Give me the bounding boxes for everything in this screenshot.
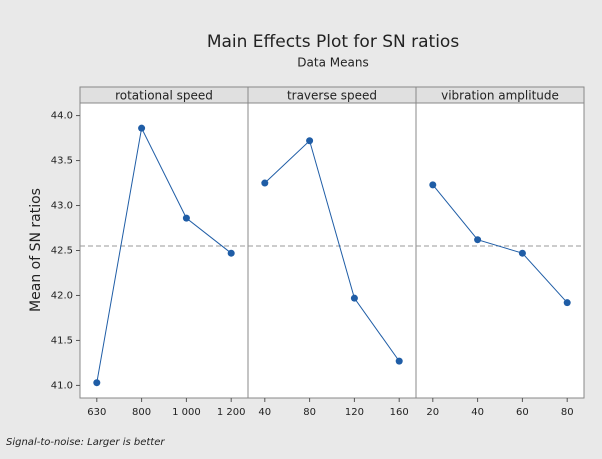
x-tick-label: 40 (258, 407, 271, 418)
x-tick-label: 630 (87, 407, 106, 418)
data-point (93, 379, 101, 387)
y-tick-label: 42.0 (51, 290, 73, 301)
x-tick-label: 80 (303, 407, 316, 418)
data-point (350, 294, 358, 302)
x-tick-label: 1 000 (172, 407, 201, 418)
plot-area (79, 102, 585, 399)
x-tick-label: 120 (345, 407, 364, 418)
y-tick-label: 43.0 (51, 201, 73, 212)
y-tick-label: 42.5 (51, 246, 73, 257)
x-tick-label: 80 (561, 407, 574, 418)
x-tick-label: 60 (516, 407, 529, 418)
data-point (138, 124, 146, 132)
panel-title: rotational speed (115, 89, 213, 103)
data-point (395, 357, 403, 365)
footnote: Signal-to-noise: Larger is better (6, 437, 165, 448)
x-tick-label: 160 (390, 407, 409, 418)
y-tick-label: 41.0 (51, 380, 73, 391)
y-tick-label: 44.0 (51, 111, 73, 122)
data-point (474, 236, 482, 244)
chart-title: Main Effects Plot for SN ratios (207, 32, 460, 52)
panel-title: traverse speed (287, 89, 377, 103)
x-tick-label: 1 200 (217, 407, 246, 418)
chart-subtitle: Data Means (297, 56, 368, 70)
x-tick-label: 800 (132, 407, 151, 418)
series-line (96, 126, 232, 383)
data-point (429, 181, 437, 189)
series-line (432, 184, 568, 304)
series-line (264, 139, 400, 362)
x-tick-label: 40 (471, 407, 484, 418)
data-point (563, 299, 571, 307)
data-point (182, 214, 190, 222)
data-point (261, 179, 269, 187)
x-tick-label: 20 (426, 407, 439, 418)
data-point (306, 137, 314, 145)
y-tick-label: 43.5 (51, 156, 73, 167)
y-axis-label: Mean of SN ratios (28, 188, 44, 312)
data-point (518, 249, 526, 257)
panel-title: vibration amplitude (441, 89, 559, 103)
y-tick-label: 41.5 (51, 335, 73, 346)
data-point (227, 249, 235, 257)
panel-header (415, 86, 585, 104)
